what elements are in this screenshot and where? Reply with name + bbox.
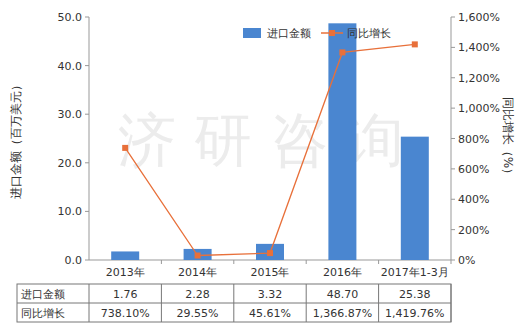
y2-tick-label: 0% [458,254,475,267]
watermark: 济研咨询 [118,106,422,174]
y-tick [85,17,89,18]
y-tick-label: 10.0 [58,205,83,218]
y2-tick [451,108,455,109]
table-row-header: 进口金额 [21,288,65,301]
table-cell: 3.32 [258,288,283,301]
marker [122,145,128,151]
table-cell: 45.61% [249,307,291,320]
y2-tick-label: 600% [458,163,489,176]
table-cell: 1.76 [113,288,138,301]
y-tick [85,211,89,212]
marker [195,253,201,259]
x-tick-label: 2017年1-3月 [381,266,449,279]
marker [267,250,273,256]
y2-tick-label: 1,400% [458,41,500,54]
data-table: 进口金额 1.76 2.28 3.32 48.70 25.38 同比增长 738.10% 29.… [17,284,451,322]
table-cell: 25.38 [399,288,431,301]
table-cell: 1,419.76% [385,307,444,320]
marks [111,23,429,260]
y-tick-label: 40.0 [58,60,83,73]
y2-tick [451,229,455,230]
legend-label: 同比增长 [347,27,391,40]
table-rule [89,284,90,322]
table-cell: 1,366.87% [313,307,372,320]
x-tick [233,260,234,264]
table-rule [378,284,379,322]
marker [412,41,418,47]
y2-tick-label: 400% [458,193,489,206]
table-rule [233,284,234,322]
table-frame [17,284,451,322]
legend-marker [329,30,335,36]
legend-swatch [243,28,261,38]
line [125,44,415,255]
y-tick [85,65,89,66]
y-tick [85,260,89,261]
x-tick-label: 2016年 [323,266,362,279]
x-tick [378,260,379,264]
y2-tick-label: 1,600% [458,11,500,24]
y2-axis-title: 同比增长（%） [501,97,515,180]
table-rule [306,284,307,322]
y-tick-label: 30.0 [58,108,83,121]
table-rule [161,284,162,322]
y2-tick-label: 800% [458,133,489,146]
x-tick [451,260,452,264]
y2-tick [451,260,455,261]
table-row-header: 同比增长 [21,307,65,320]
y2-tick [451,199,455,200]
bar [328,23,356,260]
y2-tick [451,168,455,169]
table-cell: 2.28 [185,288,210,301]
y2-tick-label: 200% [458,224,489,237]
table-cell: 48.70 [327,288,359,301]
y-tick [85,162,89,163]
x-tick [161,260,162,264]
x-tick-label: 2013年 [106,266,145,279]
y2-tick [451,77,455,78]
x-tick-label: 2015年 [251,266,290,279]
table-cell: 738.10% [101,307,150,320]
y-tick [85,114,89,115]
table-cell: 29.55% [177,307,219,320]
y2-tick [451,47,455,48]
bar [401,137,429,260]
y2-tick [451,17,455,18]
legend-item: 同比增长 [321,27,391,40]
table-rule [451,284,452,322]
x-tick [306,260,307,264]
y-tick-label: 0.0 [65,254,83,267]
bar [184,249,212,260]
y2-tick [451,138,455,139]
y2-tick-label: 1,200% [458,72,500,85]
y-tick-label: 20.0 [58,157,83,170]
bar [256,244,284,260]
chart: 济研咨询 0.0 10.0 20.0 30.0 40.0 50.0 0% 200% 400% 600… [0,0,520,330]
y-tick-label: 50.0 [58,11,83,24]
x-tick-label: 2014年 [178,266,217,279]
marker [339,49,345,55]
y-axis-line [89,17,90,260]
legend-item: 进口金额 [243,27,311,40]
y2-tick-label: 1,000% [458,102,500,115]
y-axis-title: 进口金额（百万美元） [9,79,23,199]
bar [111,251,139,260]
legend-label: 进口金额 [267,27,311,40]
